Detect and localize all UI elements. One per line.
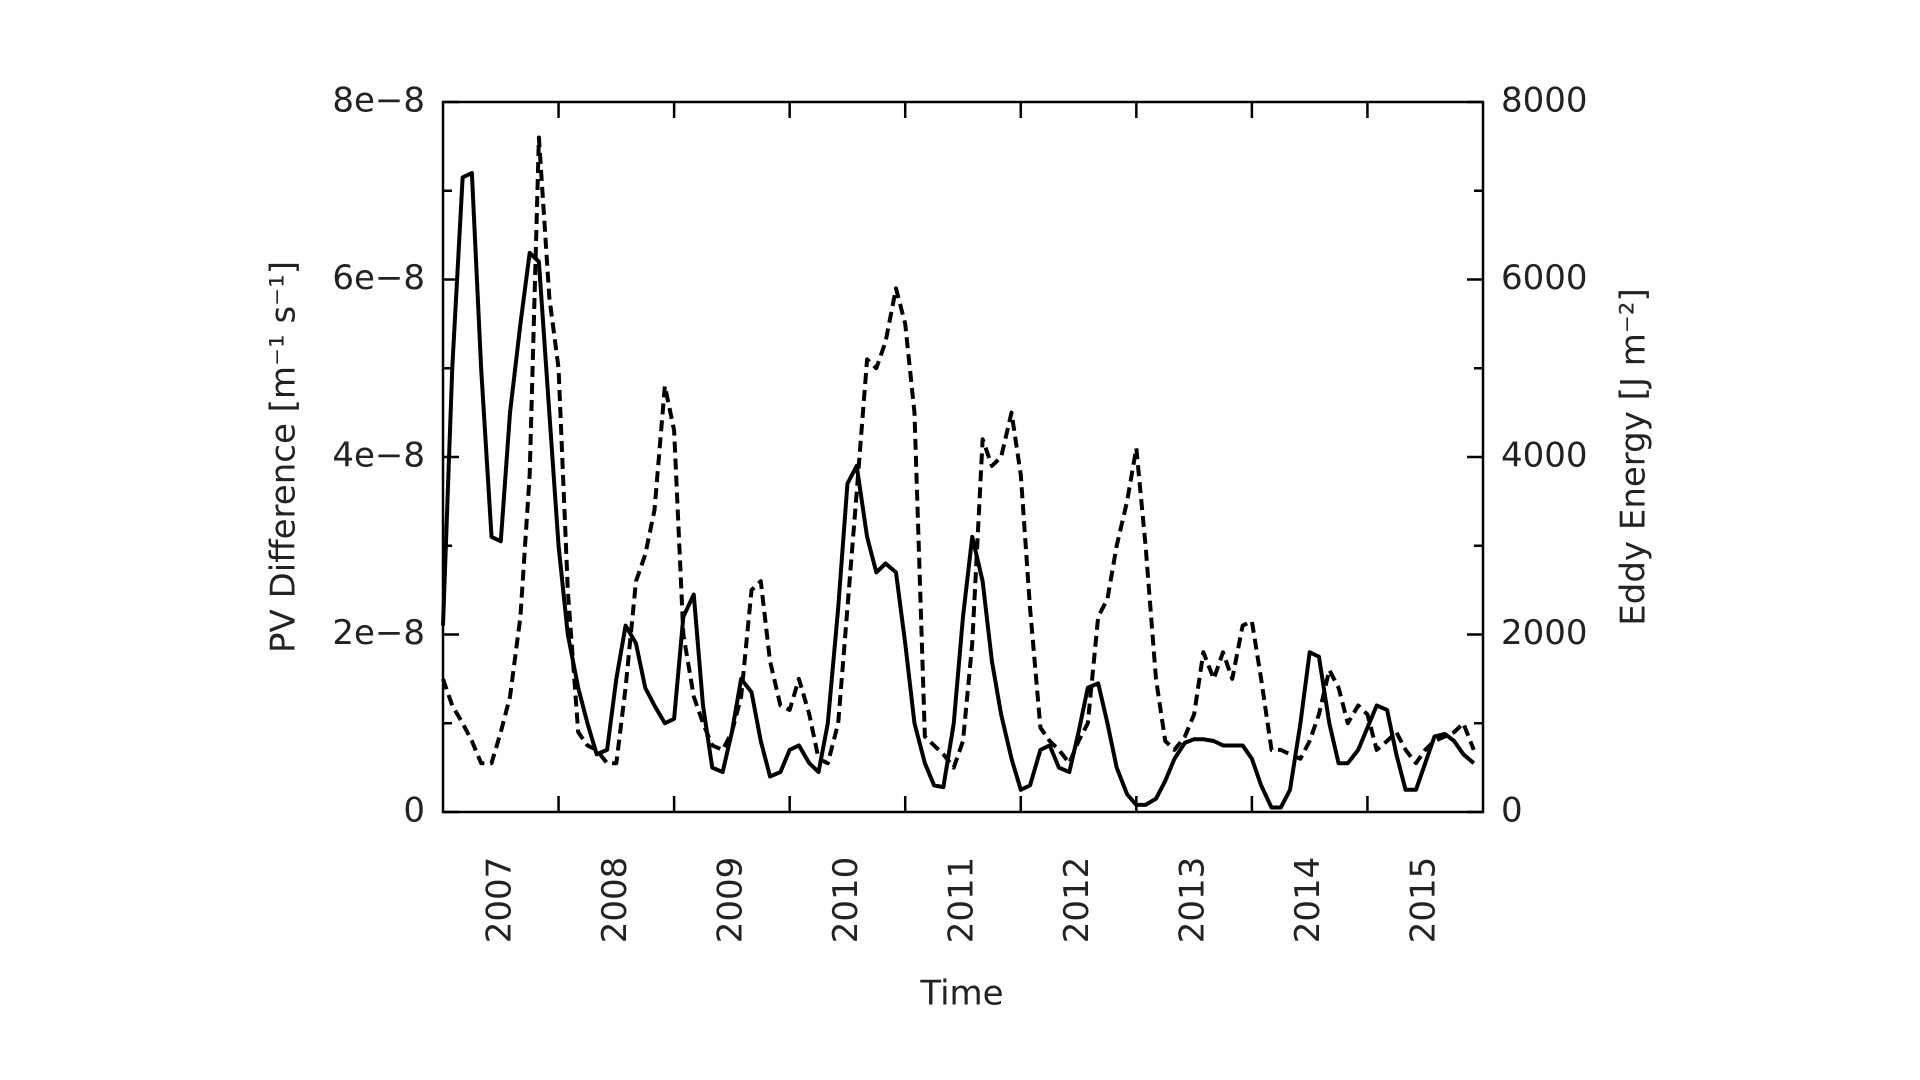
x-axis-label: Time — [919, 974, 1003, 1014]
y2-tick-label: 8000 — [1501, 81, 1588, 121]
y2-axis-label: Eddy Energy [J m⁻²] — [1614, 288, 1654, 625]
x-tick-label: 2010 — [826, 857, 866, 944]
y2-tick-label: 0 — [1501, 791, 1523, 831]
x-tick-label: 2015 — [1404, 857, 1444, 944]
y2-tick-label: 6000 — [1501, 258, 1588, 298]
y-tick-label: 2e−8 — [332, 613, 425, 653]
y-tick-label: 4e−8 — [332, 436, 425, 476]
x-tick-label: 2009 — [710, 857, 750, 944]
solid-line — [441, 171, 1476, 810]
y2-tick-label: 4000 — [1501, 436, 1588, 476]
x-tick-label: 2014 — [1288, 857, 1328, 944]
y-tick-label: 6e−8 — [332, 258, 425, 298]
y-tick-label: 0 — [403, 791, 425, 831]
y-axis-label: PV Difference [m⁻¹ s⁻¹] — [264, 261, 304, 653]
x-tick-label: 2008 — [595, 857, 635, 944]
dashed-line — [441, 135, 1476, 770]
y-tick-label: 8e−8 — [332, 81, 425, 121]
x-tick-label: 2007 — [479, 857, 519, 944]
x-tick-label: 2012 — [1057, 857, 1097, 944]
y2-tick-label: 2000 — [1501, 613, 1588, 653]
x-tick-label: 2013 — [1173, 857, 1213, 944]
x-tick-label: 2011 — [942, 857, 982, 944]
